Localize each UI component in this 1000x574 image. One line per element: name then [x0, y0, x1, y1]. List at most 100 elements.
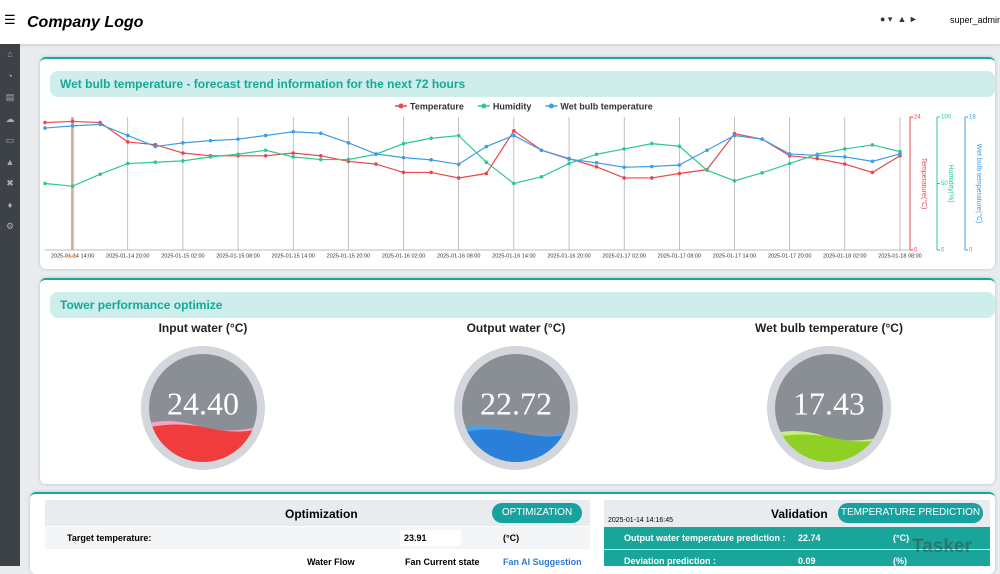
data-point	[843, 147, 847, 151]
gauge-value: 17.43	[793, 385, 865, 421]
data-point	[346, 157, 351, 162]
series-line	[44, 123, 901, 168]
x-tick-label: 2025-01-17 02:00	[602, 253, 645, 259]
chart: Temperature Humidity Wet bulb temperature 2…	[43, 101, 983, 259]
data-point	[401, 170, 406, 175]
x-tick-label: 2025-01-16 08:00	[437, 253, 480, 259]
data-point	[181, 151, 185, 155]
data-point	[263, 153, 268, 158]
gauge-label: Wet bulb temperature (°C)	[755, 321, 903, 335]
data-point	[760, 171, 764, 175]
data-point	[43, 120, 47, 125]
data-point	[898, 152, 902, 156]
data-point	[70, 124, 75, 128]
data-point	[236, 137, 240, 141]
data-point	[429, 136, 433, 141]
x-tick-label: 2025-01-16 14:00	[492, 253, 535, 259]
x-tick-label: 2025-01-16 20:00	[547, 253, 590, 259]
data-point	[512, 129, 516, 133]
data-point	[319, 157, 323, 162]
data-point	[732, 179, 737, 183]
data-point	[539, 175, 544, 179]
optimization-button[interactable]: OPTIMIZATION	[492, 503, 582, 523]
data-point	[705, 148, 709, 153]
data-point	[456, 176, 461, 180]
validation-cell: 0.09	[798, 556, 816, 566]
data-point	[787, 152, 792, 156]
y-tick-label: 50	[941, 181, 948, 187]
y-axis-title: Wet bulb temperature(°C)	[975, 144, 983, 224]
data-point	[374, 152, 378, 156]
data-point	[870, 170, 875, 175]
row-bg	[604, 550, 990, 566]
y-tick-label: 0	[941, 248, 945, 254]
data-point	[291, 129, 296, 134]
legend-marker	[548, 103, 554, 109]
validation-cell: (°C)	[893, 533, 910, 543]
data-point	[677, 144, 682, 149]
data-point	[98, 172, 102, 176]
x-tick-label: 2025-01-15 08:00	[216, 253, 259, 259]
validation-cell: 22.74	[798, 533, 821, 543]
user[interactable]: super_admin	[950, 15, 1000, 25]
validation-cell: Output water temperature prediction :	[624, 533, 786, 543]
data-point	[594, 152, 599, 157]
forecast-panel: Wet bulb temperature - forecast trend in…	[40, 57, 995, 269]
gauge: 24.40	[141, 346, 265, 470]
gauge-liquid	[462, 429, 570, 462]
data-point	[153, 160, 158, 165]
data-point	[319, 153, 323, 158]
data-point	[346, 141, 351, 145]
data-point	[649, 176, 654, 180]
data-point	[594, 161, 599, 165]
data-point	[181, 159, 185, 163]
data-point	[484, 171, 489, 176]
input[interactable]: 23.91	[400, 530, 461, 546]
data-point	[374, 162, 378, 166]
data-point	[43, 181, 47, 186]
data-point	[649, 164, 654, 169]
x-tick-label: 2025-01-17 20:00	[768, 253, 811, 259]
data-point	[484, 160, 489, 165]
gauge-label: Input water (°C)	[158, 321, 248, 335]
data-point	[760, 137, 764, 141]
y-tick-label: 100	[941, 115, 952, 121]
y-axis-title: Temperature(°C)	[920, 158, 928, 210]
header-icons[interactable]: ● ▾ ▲ ►	[880, 14, 918, 24]
data-point	[649, 141, 654, 146]
column-header[interactable]: Fan AI Suggestion	[503, 557, 582, 567]
gauge: 22.72	[454, 346, 578, 470]
data-point	[291, 155, 296, 159]
now-label: Now	[66, 253, 77, 259]
data-point	[125, 161, 130, 166]
data-point	[263, 148, 268, 153]
data-point	[43, 126, 47, 130]
y-axis-title: Humidity(%)	[947, 164, 954, 202]
legend-marker	[481, 103, 487, 109]
data-point	[705, 168, 709, 172]
validation-cell: Deviation prediction :	[624, 556, 717, 566]
validation-cell: (%)	[893, 556, 907, 566]
panel-title: Tower performance optimize	[50, 292, 995, 318]
gauge-label: Output water (°C)	[466, 321, 566, 335]
y-tick-label: 0	[914, 248, 918, 254]
panel-title: Wet bulb temperature - forecast trend in…	[50, 71, 995, 97]
box-title: Validation	[771, 507, 828, 521]
gauge-value: 24.40	[167, 385, 239, 421]
data-point	[843, 162, 847, 166]
data-point	[70, 119, 75, 124]
gauge: 17.43	[767, 346, 891, 470]
data-point	[125, 133, 130, 138]
legend-label: Temperature	[410, 101, 464, 111]
prediction-button[interactable]: TEMPERATURE PREDICTION	[838, 503, 983, 523]
logo[interactable]: Company Logo	[27, 14, 144, 31]
data-point	[429, 158, 433, 162]
data-point	[456, 133, 461, 138]
data-point	[401, 141, 406, 146]
sidebar-icons[interactable]: ⌂ ◔ ▤ ☁ ▭ ▲ ✖ ♦ ⚙	[5, 49, 15, 231]
menu-icon[interactable]: ☰	[4, 12, 16, 27]
box-title: Optimization	[285, 507, 358, 521]
legend-label: Wet bulb temperature	[560, 101, 652, 111]
x-tick-label: 2025-01-18 08:00	[878, 253, 921, 259]
